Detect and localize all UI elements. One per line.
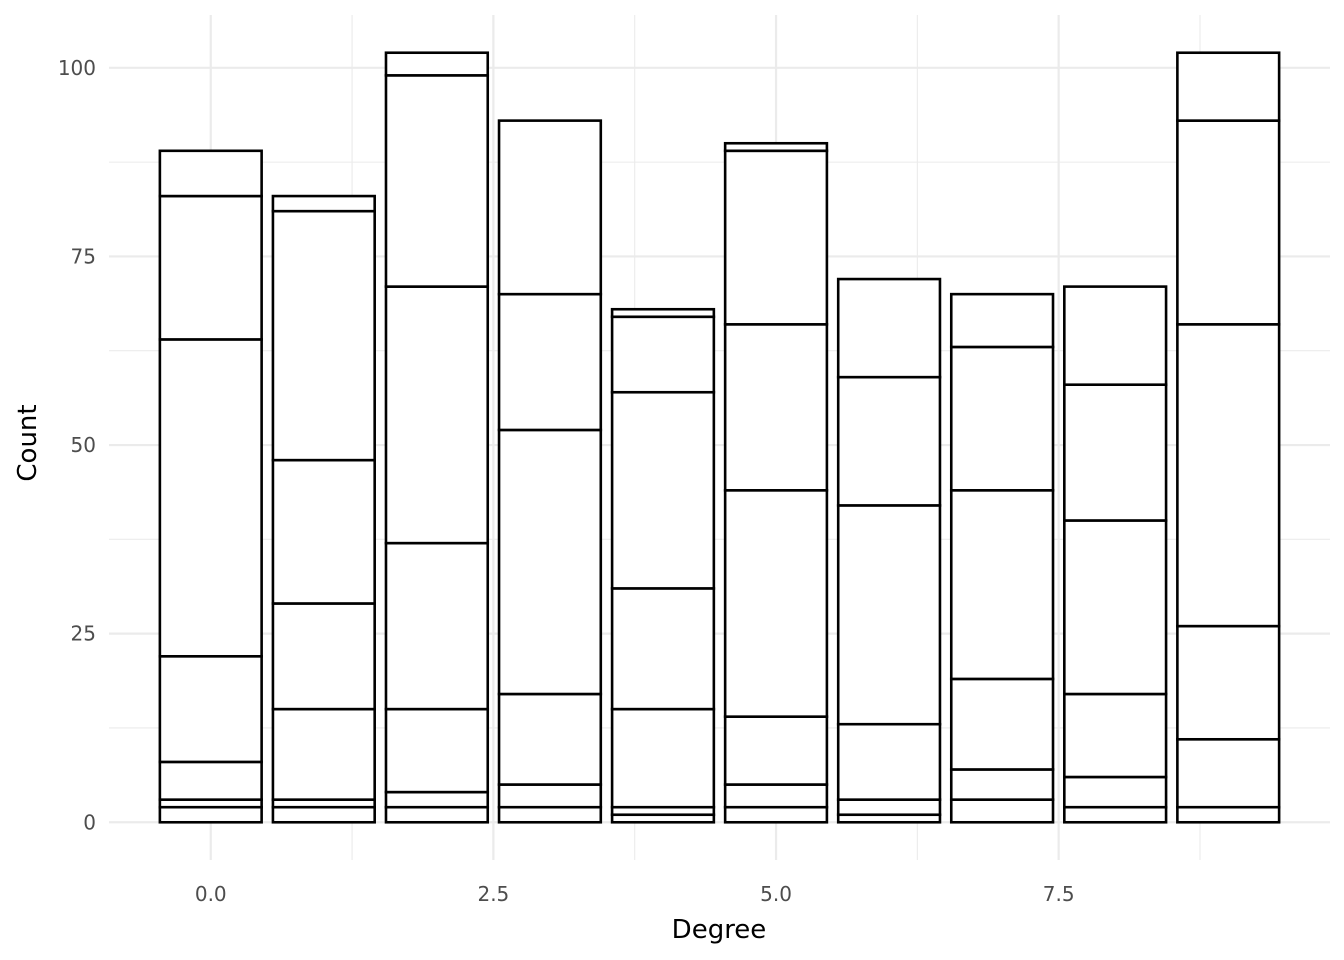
bar-segment — [497, 692, 603, 786]
bar-segment — [836, 504, 942, 726]
bar-segment — [271, 194, 376, 213]
bar-segment — [836, 375, 942, 507]
bar-segment — [836, 277, 942, 379]
bar-segment — [723, 141, 829, 153]
bar-segment — [271, 458, 376, 605]
bar-segment — [723, 783, 829, 809]
bar-segment — [1063, 775, 1168, 809]
bar-segment — [1176, 323, 1281, 628]
bar-segment — [1176, 119, 1281, 326]
bar-segment — [949, 292, 1055, 349]
bar-stack — [497, 119, 603, 824]
bar-segment — [384, 805, 490, 824]
bar-segment — [384, 51, 490, 77]
bar-segment — [1176, 624, 1281, 741]
bar-stack — [723, 141, 829, 824]
bar-segment — [949, 489, 1055, 681]
x-axis-ticks: 0.0 2.5 5.0 7.5 — [195, 882, 1075, 906]
bar-segment — [384, 541, 490, 711]
y-tick-label: 0 — [83, 810, 96, 834]
bar-stack — [836, 277, 942, 824]
bar-segment — [723, 805, 829, 824]
bar-segment — [271, 602, 376, 711]
bar-stack — [949, 292, 1055, 824]
bar-segment — [384, 790, 490, 809]
bar-segment — [1176, 51, 1281, 122]
x-tick-label: 5.0 — [760, 882, 792, 906]
bar-segment — [836, 722, 942, 801]
bar-stack — [1063, 285, 1168, 824]
bars — [158, 51, 1281, 824]
bar-segment — [1176, 805, 1281, 824]
bar-segment — [1176, 737, 1281, 809]
bar-segment — [723, 715, 829, 786]
y-tick-label: 50 — [71, 433, 96, 457]
bar-segment — [497, 292, 603, 432]
bar-segment — [610, 390, 716, 590]
bar-segment — [1063, 383, 1168, 522]
bar-segment — [1063, 805, 1168, 824]
bar-segment — [158, 805, 263, 824]
y-tick-label: 100 — [58, 56, 96, 80]
bar-segment — [610, 707, 716, 809]
bar-segment — [497, 783, 603, 809]
bar-segment — [610, 315, 716, 394]
bar-segment — [723, 323, 829, 492]
bar-segment — [1063, 519, 1168, 696]
bar-segment — [497, 119, 603, 296]
bar-segment — [723, 149, 829, 326]
y-axis-ticks: 0 25 50 75 100 — [58, 56, 96, 834]
bar-segment — [158, 760, 263, 801]
bar-segment — [497, 428, 603, 696]
bar-segment — [384, 74, 490, 288]
bar-segment — [723, 489, 829, 718]
bar-stack — [610, 307, 716, 824]
bar-stack — [158, 149, 263, 824]
bar-segment — [158, 338, 263, 658]
bar-segment — [497, 805, 603, 824]
bar-segment — [158, 149, 263, 198]
x-tick-label: 2.5 — [477, 882, 509, 906]
bar-stack — [271, 194, 376, 824]
bar-segment — [949, 768, 1055, 801]
bar-segment — [158, 654, 263, 764]
bar-segment — [384, 707, 490, 794]
bar-segment — [1063, 692, 1168, 779]
bar-segment — [271, 805, 376, 824]
bar-segment — [1063, 285, 1168, 386]
bar-segment — [384, 285, 490, 545]
x-tick-label: 7.5 — [1043, 882, 1075, 906]
bar-stack — [384, 51, 490, 824]
bar-segment — [271, 209, 376, 462]
x-tick-label: 0.0 — [195, 882, 227, 906]
bar-segment — [949, 677, 1055, 771]
bar-segment — [610, 587, 716, 711]
bar-segment — [949, 798, 1055, 824]
y-axis-title: Count — [13, 404, 43, 481]
bar-segment — [949, 345, 1055, 492]
y-tick-label: 25 — [71, 622, 96, 646]
x-axis-title: Degree — [672, 915, 767, 945]
bar-stack — [1176, 51, 1281, 824]
bar-segment — [158, 194, 263, 341]
y-tick-label: 75 — [71, 244, 96, 268]
bar-segment — [836, 798, 942, 817]
bar-segment — [271, 707, 376, 801]
bar-segment — [610, 307, 716, 319]
